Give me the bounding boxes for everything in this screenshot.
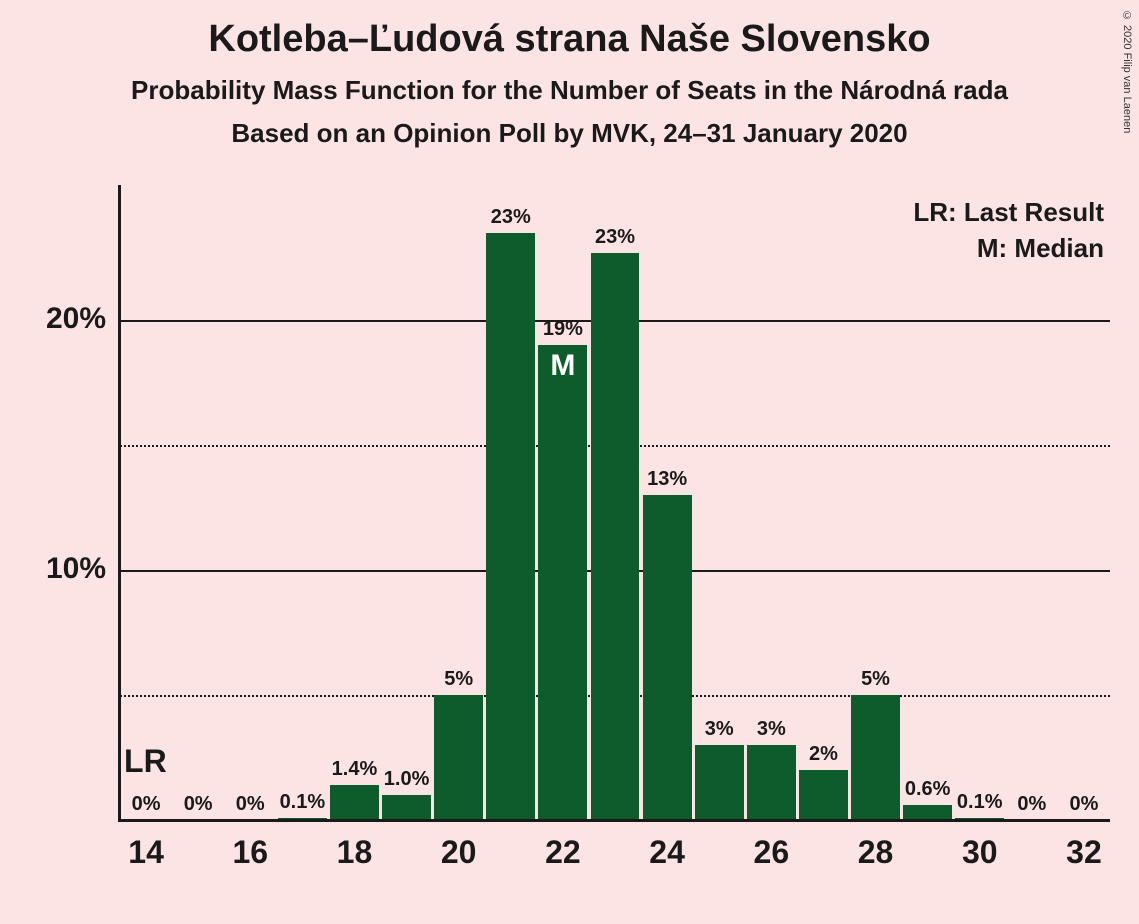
- bar-28: [851, 695, 900, 820]
- legend-median: M: Median: [977, 233, 1104, 264]
- chart-subtitle-2: Based on an Opinion Poll by MVK, 24–31 J…: [0, 118, 1139, 149]
- copyright-text: © 2020 Filip van Laenen: [1121, 10, 1133, 133]
- x-tick-22: 22: [533, 834, 593, 871]
- legend-last-result: LR: Last Result: [913, 197, 1104, 228]
- bar-22: [538, 345, 587, 820]
- bar-label-28: 5%: [843, 668, 907, 691]
- median-marker: M: [538, 349, 587, 383]
- x-tick-32: 32: [1054, 834, 1114, 871]
- y-tick-20: 20%: [6, 302, 106, 336]
- bar-20: [434, 695, 483, 820]
- x-tick-28: 28: [846, 834, 906, 871]
- bar-25: [695, 745, 744, 820]
- bar-21: [486, 233, 535, 821]
- bar-23: [591, 253, 640, 821]
- bar-label-22: 19%: [531, 318, 595, 341]
- bar-label-27: 2%: [791, 743, 855, 766]
- bar-29: [903, 805, 952, 820]
- bar-26: [747, 745, 796, 820]
- bar-24: [643, 495, 692, 820]
- x-tick-14: 14: [116, 834, 176, 871]
- last-result-marker: LR: [124, 743, 167, 780]
- x-tick-16: 16: [220, 834, 280, 871]
- x-tick-20: 20: [429, 834, 489, 871]
- chart-title: Kotleba–Ľudová strana Naše Slovensko: [0, 0, 1139, 61]
- chart-subtitle-1: Probability Mass Function for the Number…: [0, 75, 1139, 106]
- bar-18: [330, 785, 379, 820]
- bar-label-17: 0.1%: [270, 791, 334, 814]
- bar-label-26: 3%: [739, 718, 803, 741]
- x-tick-26: 26: [741, 834, 801, 871]
- bar-label-32: 0%: [1052, 793, 1116, 816]
- x-axis: [118, 819, 1110, 822]
- bar-19: [382, 795, 431, 820]
- chart-plot-area: 0%0%0%0.1%1.4%1.0%5%23%19%23%13%3%3%2%5%…: [120, 195, 1110, 820]
- bar-label-19: 1.0%: [375, 768, 439, 791]
- bar-label-20: 5%: [427, 668, 491, 691]
- bar-label-24: 13%: [635, 468, 699, 491]
- y-tick-10: 10%: [6, 552, 106, 586]
- bar-label-23: 23%: [583, 226, 647, 249]
- y-axis: [118, 185, 121, 820]
- x-tick-30: 30: [950, 834, 1010, 871]
- x-tick-24: 24: [637, 834, 697, 871]
- bar-label-21: 23%: [479, 206, 543, 229]
- bar-27: [799, 770, 848, 820]
- x-tick-18: 18: [324, 834, 384, 871]
